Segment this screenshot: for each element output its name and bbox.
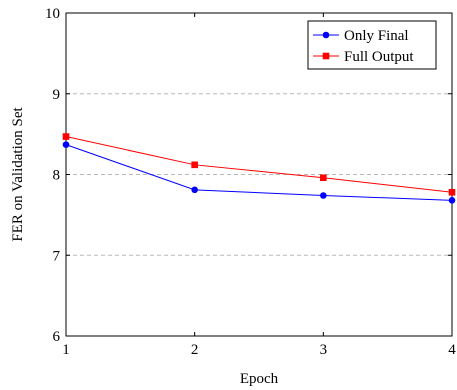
y-tick-label: 7	[53, 248, 61, 264]
series-line	[65, 136, 453, 193]
x-tick-label: 4	[448, 342, 456, 358]
legend-box	[307, 20, 437, 70]
x-tick-label: 2	[191, 342, 199, 358]
data-point	[191, 161, 198, 169]
data-point	[448, 197, 456, 204]
data-point	[62, 133, 70, 140]
y-tick-label: 9	[53, 87, 61, 103]
y-tick-label: 6	[53, 329, 61, 345]
legend-marker	[322, 52, 330, 60]
series-1	[62, 133, 456, 196]
y-tick-label: 8	[53, 168, 61, 184]
grid-lines	[66, 93, 452, 256]
data-point	[320, 192, 327, 199]
data-point	[62, 141, 70, 148]
axis-ticks: 6 7 8 9 10 1 2 3 4	[45, 6, 456, 358]
legend: Only Final Full Output	[307, 20, 437, 70]
data-point	[320, 174, 327, 182]
legend-entry: Full Output	[313, 49, 414, 65]
legend-label: Full Output	[344, 49, 414, 65]
data-point	[191, 186, 198, 194]
legend-label: Only Final	[344, 28, 409, 44]
x-tick-label: 3	[320, 342, 328, 358]
data-point	[448, 188, 456, 196]
x-tick-label: 1	[62, 342, 70, 358]
y-tick-label: 10	[45, 6, 60, 22]
y-axis-title: FER on Validation Set	[10, 107, 26, 242]
series-line	[65, 144, 453, 201]
legend-entry: Only Final	[313, 28, 409, 44]
series-0	[62, 141, 456, 204]
x-axis-title: Epoch	[240, 371, 279, 387]
legend-marker	[322, 31, 330, 39]
series-group	[62, 133, 456, 204]
